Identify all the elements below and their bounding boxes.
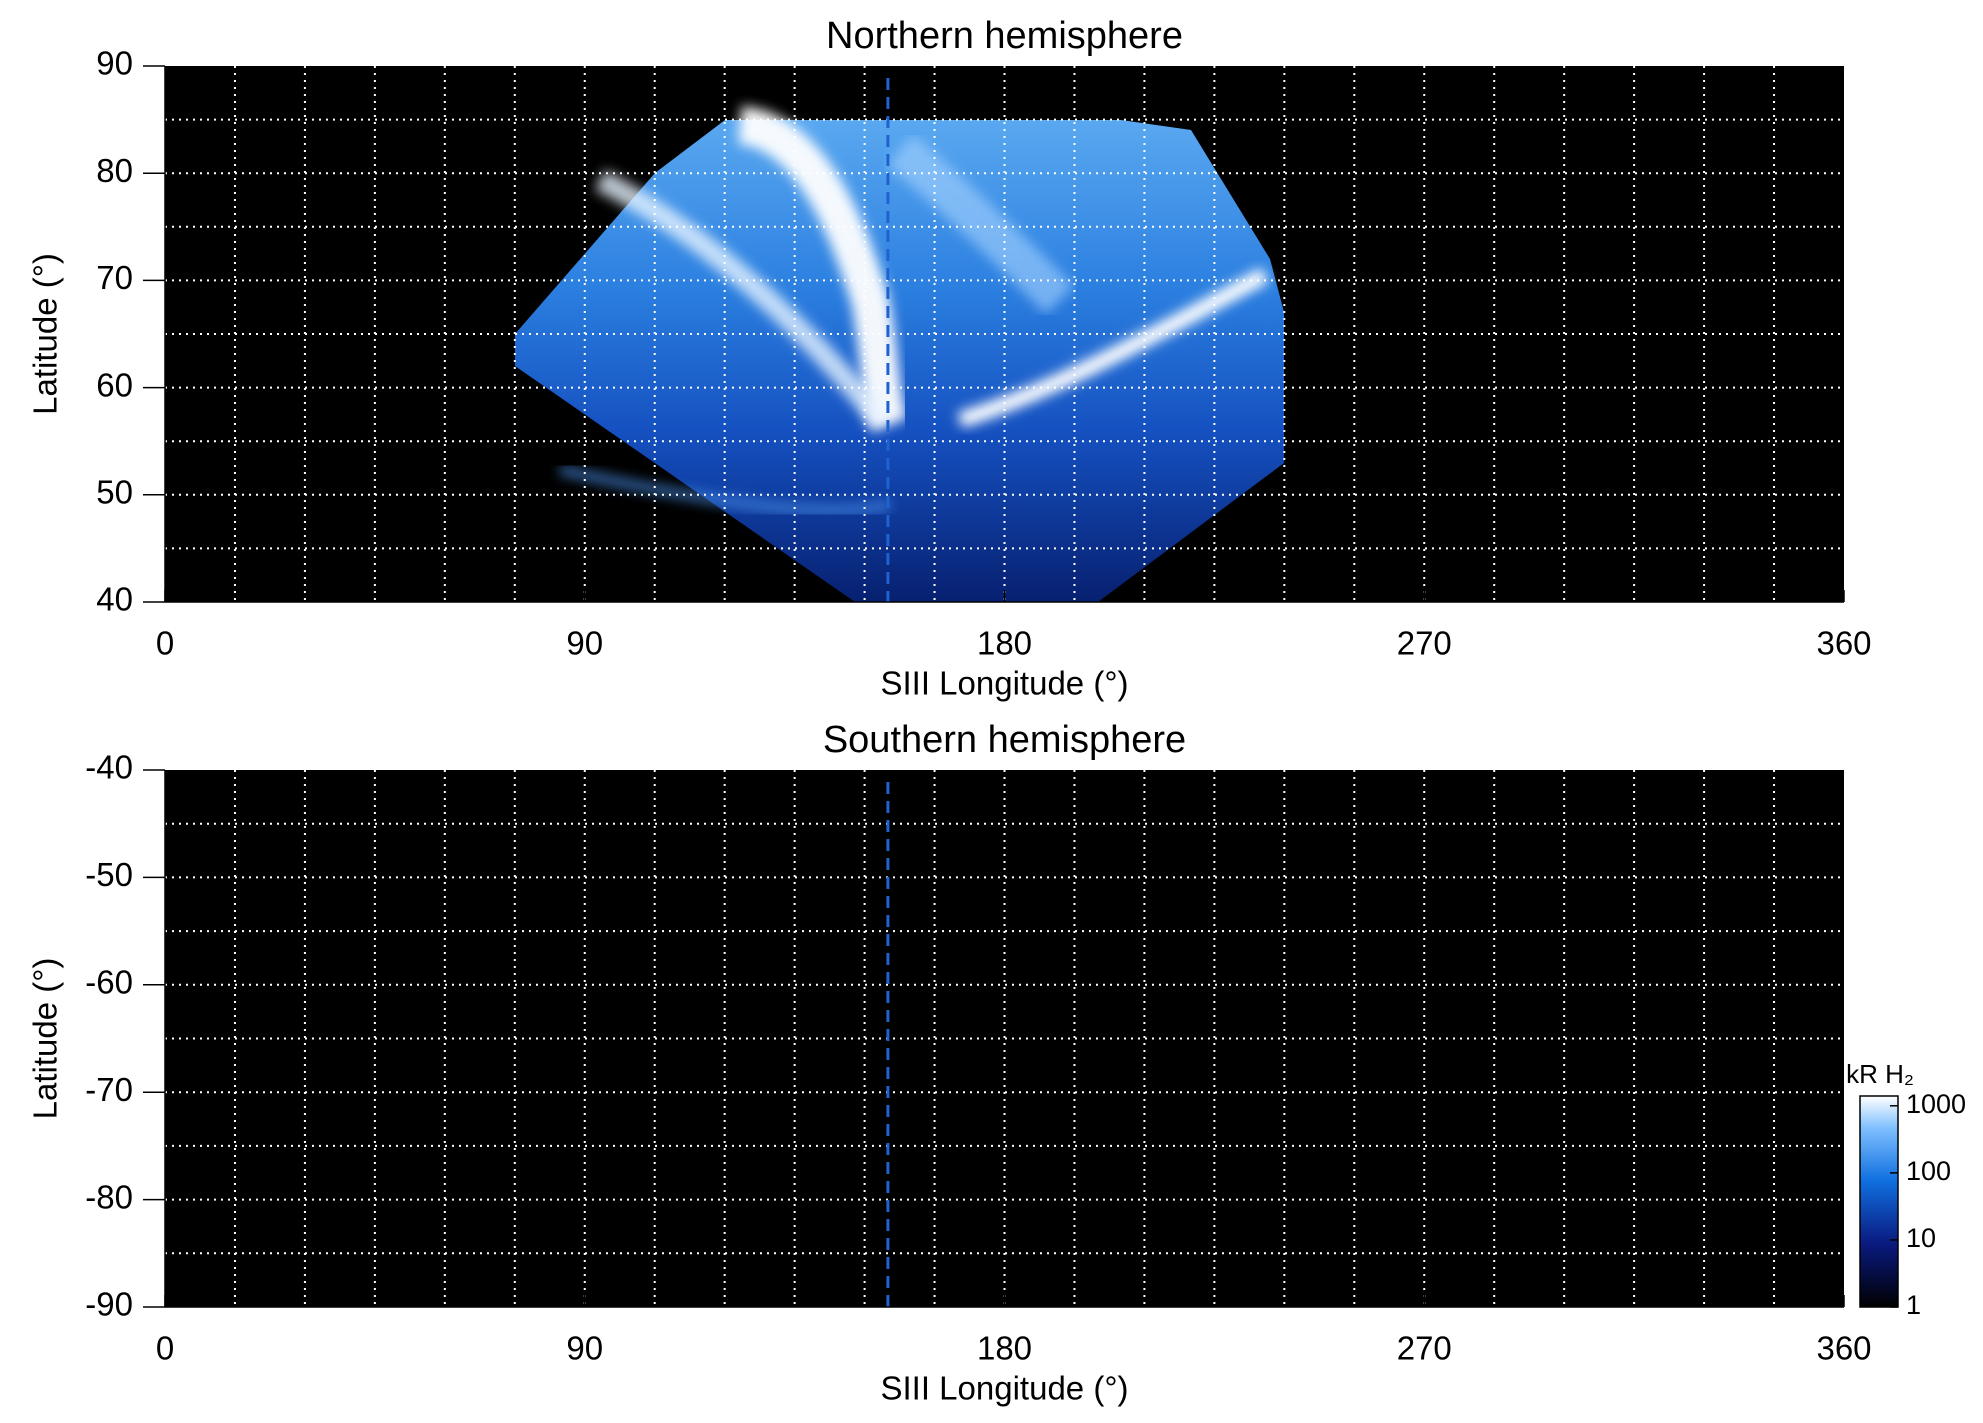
x-tick-label: 0 [156,1330,174,1367]
x-tick-label: 360 [1816,625,1871,662]
chart-title: Southern hemisphere [823,719,1186,761]
y-tick-label: -60 [85,964,133,1001]
y-tick-label: -40 [85,749,133,786]
x-tick-label: 360 [1816,1330,1871,1367]
colorbar-tick-label: 100 [1906,1156,1951,1186]
y-tick-label: -80 [85,1178,133,1215]
y-tick-label: 80 [96,152,133,189]
colorbar-label: kR H₂ [1846,1059,1914,1089]
x-tick-label: 180 [977,1330,1032,1367]
x-tick-label: 90 [566,1330,603,1367]
x-tick-label: 0 [156,625,174,662]
y-tick-label: -70 [85,1071,133,1108]
y-tick-label: 60 [96,366,133,403]
y-tick-label: 50 [96,474,133,511]
x-axis-label: SIII Longitude (°) [881,1370,1129,1407]
y-tick-label: 40 [96,581,133,618]
x-tick-label: 180 [977,625,1032,662]
x-tick-label: 270 [1397,1330,1452,1367]
x-tick-label: 270 [1397,625,1452,662]
colorbar [1859,1095,1899,1308]
y-tick-label: 70 [96,259,133,296]
y-tick-label: -90 [85,1286,133,1323]
chart-title: Northern hemisphere [826,15,1183,57]
y-axis-label: Latitude (°) [27,958,64,1120]
colorbar-tick-label: 1 [1906,1290,1921,1320]
x-axis-label: SIII Longitude (°) [881,665,1129,702]
colorbar-tick-label: 10 [1906,1223,1936,1253]
plot-area [165,770,1844,1307]
y-axis-label: Latitude (°) [27,253,64,415]
y-tick-label: 90 [96,45,133,82]
colorbar-tick-label: 1000 [1906,1089,1966,1119]
x-tick-label: 90 [566,625,603,662]
y-tick-label: -50 [85,856,133,893]
